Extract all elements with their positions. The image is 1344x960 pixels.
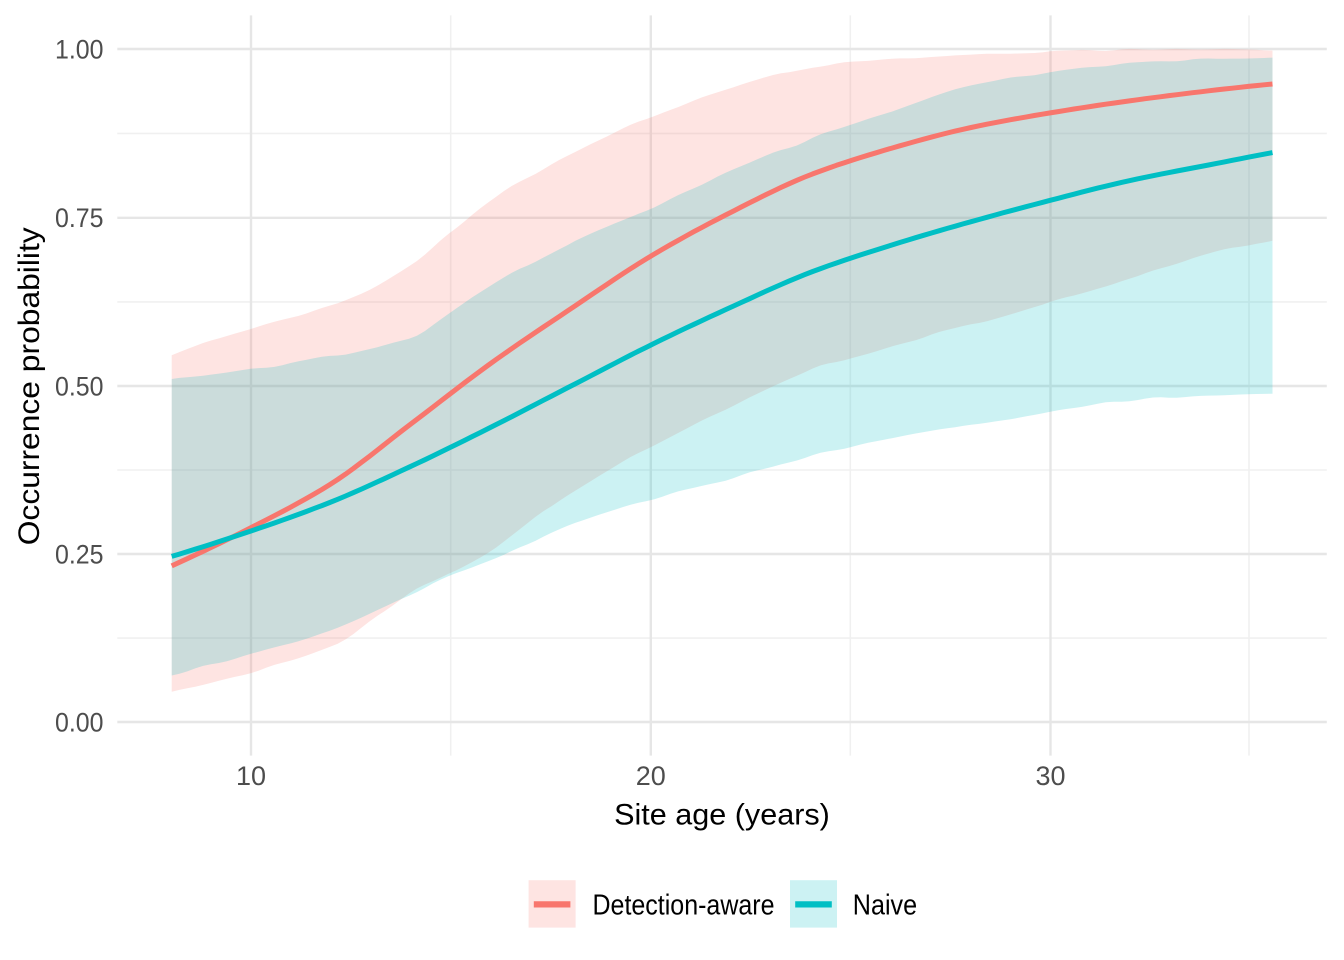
svg-text:Naive: Naive [853,890,917,922]
svg-text:1.00: 1.00 [55,34,104,64]
svg-text:30: 30 [1035,761,1065,791]
svg-text:0.75: 0.75 [55,203,104,233]
svg-text:10: 10 [236,761,266,791]
svg-text:0.00: 0.00 [55,707,104,737]
svg-text:Occurrence probability: Occurrence probability [13,227,46,545]
svg-text:Site age (years): Site age (years) [614,798,830,831]
svg-text:20: 20 [636,761,666,791]
svg-text:0.50: 0.50 [55,371,104,401]
svg-text:Detection-aware: Detection-aware [593,890,775,922]
svg-text:0.25: 0.25 [55,539,104,569]
